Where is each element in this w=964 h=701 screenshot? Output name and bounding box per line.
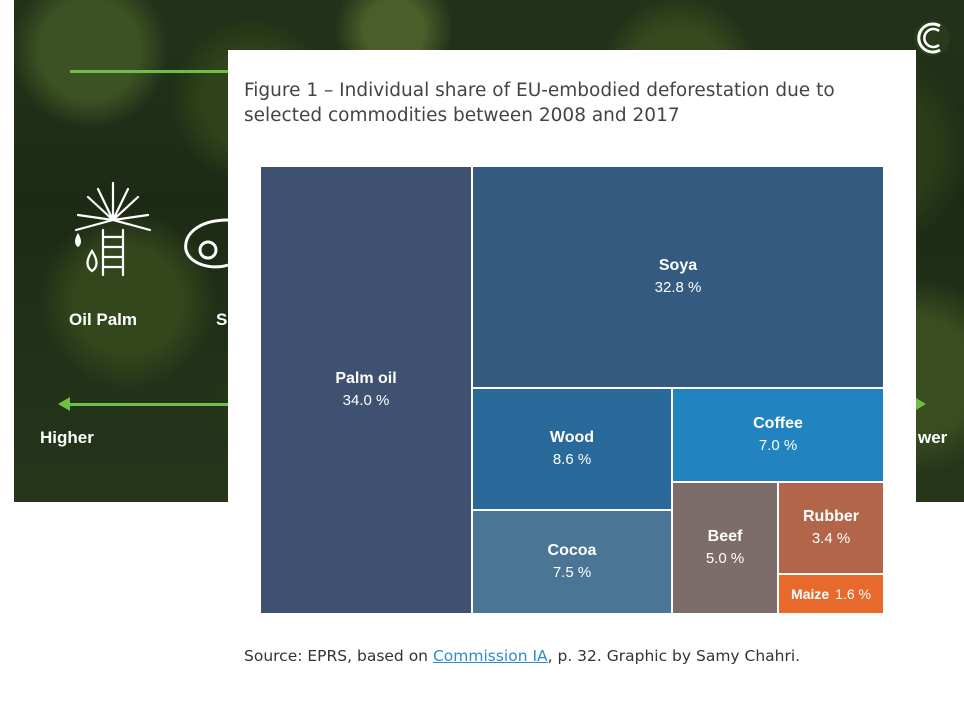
treemap-tile-wood: Wood 8.6 % xyxy=(472,388,672,510)
figure-card: Figure 1 – Individual share of EU-embodi… xyxy=(228,50,916,701)
green-line xyxy=(70,70,230,73)
arrow-left-icon xyxy=(58,397,70,411)
tile-name: Palm oil xyxy=(335,370,397,387)
source-note: Source: EPRS, based on Commission IA, p.… xyxy=(244,647,912,665)
tile-value: 34.0 % xyxy=(342,392,390,409)
oil-palm-icon xyxy=(74,181,152,277)
tile-name: Wood xyxy=(549,429,595,446)
tile-name: Cocoa xyxy=(547,542,597,559)
tile-name: Coffee xyxy=(753,415,803,432)
source-prefix: Source: EPRS, based on xyxy=(244,647,433,665)
treemap-tile-rubber: Rubber 3.4 % xyxy=(778,482,884,574)
green-arrow-line xyxy=(66,403,230,406)
treemap-tile-beef: Beef 5.0 % xyxy=(672,482,778,614)
lower-label: wer xyxy=(918,428,948,447)
oil-palm-label: Oil Palm xyxy=(69,310,138,329)
tile-name: Beef xyxy=(707,528,743,545)
tile-name: Rubber xyxy=(803,508,859,525)
commission-ia-link[interactable]: Commission IA xyxy=(432,647,548,665)
figure-title: Figure 1 – Individual share of EU-embodi… xyxy=(244,80,835,126)
tile-value: 7.0 % xyxy=(758,437,798,454)
treemap-tile-maize: Maize 1.6 % xyxy=(778,574,884,614)
treemap-tile-cocoa: Cocoa 7.5 % xyxy=(472,510,672,614)
logo-icon xyxy=(914,20,950,56)
tile-value: 1.6 % xyxy=(835,586,871,602)
partial-label: S xyxy=(216,310,228,329)
treemap-tile-palm-oil: Palm oil 34.0 % xyxy=(260,166,472,614)
tile-value: 7.5 % xyxy=(552,564,592,581)
higher-label: Higher xyxy=(40,428,94,447)
arrow-right-icon xyxy=(916,398,926,410)
source-suffix: , p. 32. Graphic by Samy Chahri. xyxy=(547,647,801,665)
tile-value: 5.0 % xyxy=(705,550,745,567)
soy-icon xyxy=(184,218,229,269)
tile-name: Maize xyxy=(791,586,830,602)
tile-name: Soya xyxy=(658,257,698,274)
treemap-chart: Palm oil 34.0 % Soya 32.8 % Wood 8.6 % Coffee 7… xyxy=(260,166,884,614)
tile-value: 32.8 % xyxy=(654,279,702,296)
treemap-tile-coffee: Coffee 7.0 % xyxy=(672,388,884,482)
treemap-tile-soya: Soya 32.8 % xyxy=(472,166,884,388)
tile-value: 8.6 % xyxy=(552,451,592,468)
tile-value: 3.4 % xyxy=(811,530,851,547)
